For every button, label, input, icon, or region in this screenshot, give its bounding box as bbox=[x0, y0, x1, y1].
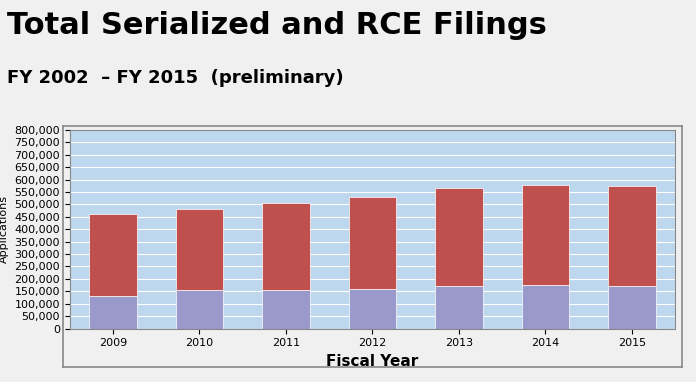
Bar bbox=[262, 290, 310, 329]
Bar bbox=[89, 296, 136, 329]
Text: FY 2002  – FY 2015  (preliminary): FY 2002 – FY 2015 (preliminary) bbox=[7, 69, 344, 87]
Bar bbox=[349, 197, 396, 289]
Bar bbox=[608, 286, 656, 329]
Bar bbox=[349, 289, 396, 329]
Y-axis label: Applications: Applications bbox=[0, 195, 8, 263]
X-axis label: Fiscal Year: Fiscal Year bbox=[326, 354, 418, 369]
Bar bbox=[608, 186, 656, 286]
Bar bbox=[435, 188, 482, 286]
Bar bbox=[521, 185, 569, 285]
Text: Total Serialized and RCE Filings: Total Serialized and RCE Filings bbox=[7, 11, 547, 40]
Bar bbox=[175, 209, 223, 290]
Bar bbox=[89, 214, 136, 296]
Bar bbox=[435, 286, 482, 329]
Bar bbox=[262, 203, 310, 290]
Bar bbox=[521, 285, 569, 329]
Bar bbox=[175, 290, 223, 329]
